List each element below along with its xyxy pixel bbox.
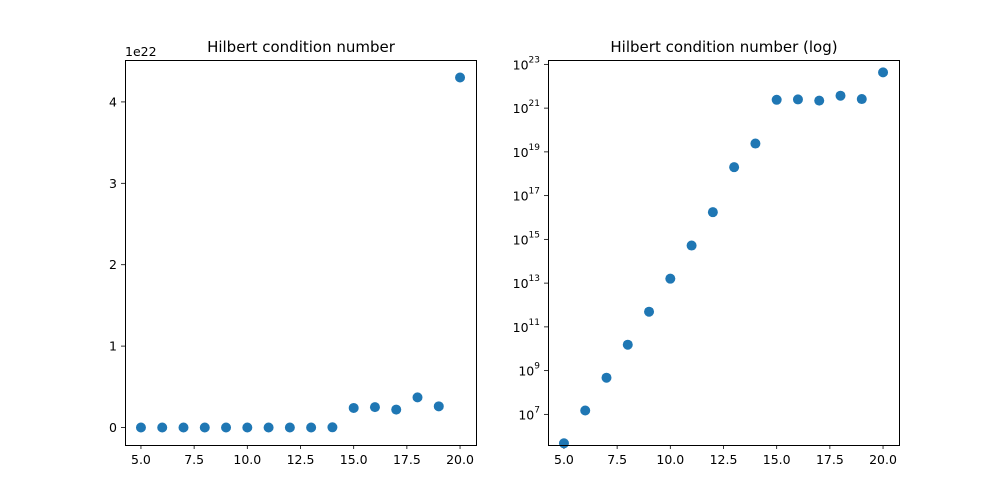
- data-point: [707, 207, 718, 218]
- x-ticks: 5.0 7.5 10.0 12.5 15.0 17.5 20.0: [131, 445, 474, 467]
- data-point: [622, 339, 633, 350]
- data-point: [771, 94, 782, 105]
- x-tick-label: 7.5: [184, 452, 204, 467]
- data-point: [792, 94, 803, 105]
- linear-scale-panel: Hilbert condition number 1e22 5.0 7.5 10.0…: [109, 38, 477, 467]
- data-point: [348, 402, 359, 413]
- data-point: [221, 422, 232, 433]
- data-point: [558, 438, 569, 449]
- y-tick-label: 4: [109, 94, 117, 109]
- data-point: [412, 392, 423, 403]
- data-point: [369, 402, 380, 413]
- data-points: [558, 67, 889, 449]
- x-tick-label: 10.0: [656, 452, 684, 467]
- chart-title: Hilbert condition number: [207, 38, 396, 56]
- data-points: [135, 72, 466, 433]
- data-point: [686, 240, 697, 251]
- log-scale-panel: Hilbert condition number (log) 5.0 7.5 10.…: [513, 38, 900, 467]
- x-tick-label: 10.0: [233, 452, 261, 467]
- data-point: [455, 72, 466, 83]
- data-point: [433, 401, 444, 412]
- data-point: [750, 138, 761, 149]
- y-tick-label: 1: [109, 339, 117, 354]
- data-point: [878, 67, 889, 78]
- data-point: [284, 422, 295, 433]
- data-point: [814, 95, 825, 106]
- data-point: [263, 422, 274, 433]
- chart-title: Hilbert condition number (log): [610, 38, 837, 56]
- data-point: [157, 422, 168, 433]
- data-point: [178, 422, 189, 433]
- x-tick-label: 15.0: [763, 452, 791, 467]
- data-point: [391, 404, 402, 415]
- data-point: [199, 422, 210, 433]
- data-point: [327, 422, 338, 433]
- x-tick-label: 15.0: [340, 452, 368, 467]
- y-tick-label: 3: [109, 176, 117, 191]
- data-point: [242, 422, 253, 433]
- data-point: [135, 422, 146, 433]
- y-offset-label: 1e22: [125, 44, 157, 59]
- x-tick-label: 12.5: [287, 452, 315, 467]
- y-tick-label: 2: [109, 257, 117, 272]
- x-tick-label: 5.0: [554, 452, 574, 467]
- x-tick-label: 17.5: [816, 452, 844, 467]
- y-ticks: 0 1 2 3 4: [109, 94, 125, 435]
- x-tick-label: 20.0: [446, 452, 474, 467]
- data-point: [580, 405, 591, 416]
- x-tick-label: 5.0: [131, 452, 151, 467]
- data-point: [835, 90, 846, 101]
- data-point: [601, 372, 612, 383]
- x-tick-label: 7.5: [607, 452, 627, 467]
- data-point: [644, 306, 655, 317]
- data-point: [856, 94, 867, 105]
- data-point: [665, 273, 676, 284]
- plot-frame: [125, 60, 477, 446]
- x-tick-label: 20.0: [869, 452, 897, 467]
- x-tick-label: 17.5: [393, 452, 421, 467]
- x-tick-label: 12.5: [710, 452, 738, 467]
- y-tick-label: 0: [109, 420, 117, 435]
- plot-frame: [548, 60, 900, 446]
- x-ticks: 5.0 7.5 10.0 12.5 15.0 17.5 20.0: [554, 445, 897, 467]
- data-point: [729, 162, 740, 173]
- data-point: [306, 422, 317, 433]
